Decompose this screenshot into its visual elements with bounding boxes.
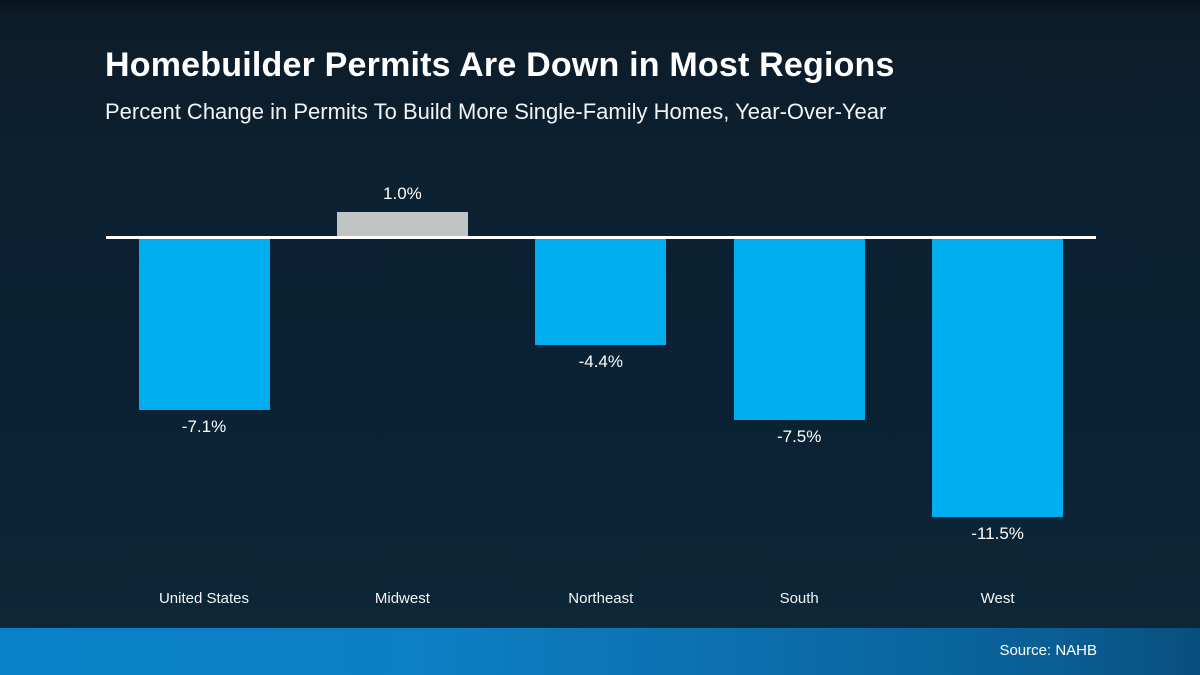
- source-label: Source: NAHB: [999, 642, 1097, 659]
- category-label-midwest: Midwest: [374, 590, 430, 607]
- bar-south: [733, 238, 865, 420]
- chart-header: Homebuilder Permits Are Down in Most Reg…: [105, 45, 1105, 125]
- chart-title: Homebuilder Permits Are Down in Most Reg…: [105, 46, 895, 84]
- value-label-midwest: 1.0%: [383, 183, 422, 203]
- category-label-south: South: [779, 590, 819, 607]
- bar-midwest: [336, 211, 468, 236]
- value-label-united-states: -7.1%: [181, 417, 227, 437]
- footer-bar: Source: NAHB: [0, 628, 1200, 675]
- bar-united-states: [138, 238, 270, 411]
- bar-west: [932, 238, 1064, 517]
- category-label-united-states: United States: [158, 590, 250, 607]
- chart-subtitle: Percent Change in Permits To Build More …: [105, 99, 887, 124]
- bar-northeast: [535, 238, 667, 345]
- value-label-south: -7.5%: [776, 427, 822, 446]
- value-label-northeast: -4.4%: [578, 351, 623, 371]
- zero-axis-line: [106, 236, 1096, 239]
- value-label-west: -11.5%: [971, 523, 1024, 543]
- category-label-west: West: [980, 590, 1015, 607]
- category-label-northeast: Northeast: [568, 590, 634, 607]
